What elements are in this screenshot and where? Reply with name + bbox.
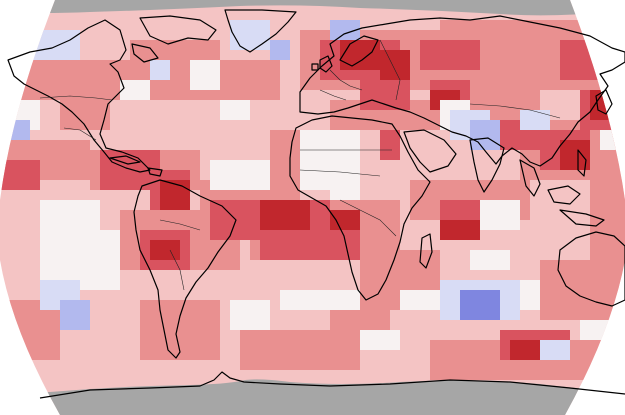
anomaly-cell [270, 130, 300, 180]
coast-north-america [7, 19, 151, 173]
anomaly-cell [340, 40, 380, 70]
coast-eurasia [299, 15, 625, 167]
anomaly-cell [260, 200, 310, 230]
anomaly-cell [540, 260, 625, 320]
coast-southeast-asia [519, 89, 613, 227]
anomaly-cell [360, 330, 400, 350]
anomaly-cell [210, 160, 270, 190]
anomaly-cell [280, 290, 360, 310]
anomaly-cell [260, 230, 360, 260]
border-sa-1 [159, 219, 201, 231]
coast-arabia [403, 129, 457, 173]
anomaly-cell [380, 50, 410, 80]
anomaly-cell [440, 220, 480, 240]
border-europe-1 [329, 69, 363, 91]
arctic-no-data [0, 0, 625, 16]
coast-africa [289, 115, 431, 301]
border-sa-2 [169, 249, 185, 291]
coast-british-isles [311, 55, 333, 73]
coast-antarctica [39, 371, 625, 399]
border-africa-2 [299, 169, 381, 177]
coast-caribbean [109, 155, 163, 177]
anomaly-cell [480, 200, 520, 230]
border-china [469, 103, 561, 119]
anomaly-cell [330, 20, 360, 40]
national-borders [39, 39, 561, 291]
anomaly-cell [60, 300, 90, 330]
anomaly-cell [150, 60, 170, 80]
coast-arctic-islands [131, 15, 217, 63]
border-russia [379, 39, 401, 101]
anomaly-cell [230, 300, 270, 330]
anomaly-cell [520, 110, 550, 130]
coast-greenland [224, 9, 297, 53]
anomaly-cell [240, 330, 360, 370]
border-us-canada [39, 95, 113, 101]
coast-madagascar [419, 233, 433, 269]
coast-south-america [133, 179, 237, 359]
anomaly-cell [190, 60, 220, 90]
border-us-mexico [63, 127, 97, 141]
anomaly-cell [160, 180, 190, 210]
anomaly-cell [420, 40, 480, 70]
anomaly-cell [220, 100, 250, 120]
anomaly-cell [0, 160, 40, 190]
anomaly-cell [590, 180, 625, 260]
anomaly-cell [470, 250, 510, 270]
coast-scandinavia [339, 35, 379, 67]
anomaly-cell [540, 340, 570, 360]
anomaly-cell [330, 210, 360, 230]
anomaly-cell [230, 20, 270, 50]
anomaly-cell [380, 130, 400, 160]
border-africa-3 [339, 199, 397, 237]
coastlines [7, 9, 625, 399]
anomaly-cell [330, 170, 360, 200]
anomaly-cell [150, 240, 180, 260]
anomaly-cell [120, 80, 150, 100]
coast-australia [557, 231, 625, 307]
coast-india [469, 137, 505, 193]
anomaly-cell [470, 120, 500, 150]
anomaly-cell [220, 60, 280, 100]
anomaly-cell [460, 290, 500, 320]
border-europe-2 [319, 89, 347, 101]
anomaly-cell [270, 40, 290, 60]
